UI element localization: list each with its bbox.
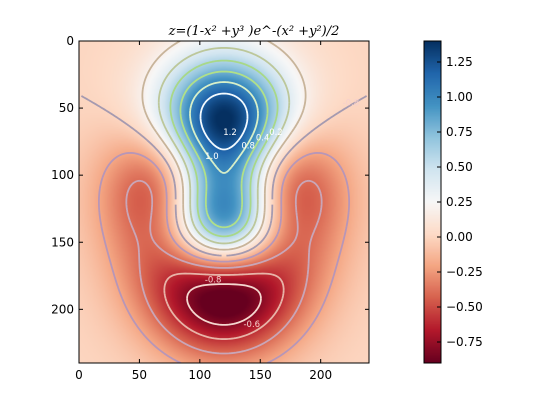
y-tick-label: 150 (51, 235, 74, 249)
contour-lines (80, 41, 368, 363)
colorbar-ticks: 1.25 1.00 0.75 0.50 0.25 0.00 −0.25 −0.50 −0.75 (437, 55, 483, 349)
chart-title: z=(1-x² +y³ )e^-(x² +y²)/2 (168, 24, 340, 39)
heatmap-layer (79, 41, 369, 363)
y-tick-label: 50 (59, 101, 74, 115)
contour-labels: 1.2 1.0 0.80.40.2 -0.8 -0.6 -0.8 (205, 98, 359, 329)
contour-label: 0.4 (256, 133, 270, 143)
colorbar-tick-label: −0.25 (446, 265, 483, 279)
y-tick-label: 100 (51, 168, 74, 182)
contour-line (163, 272, 285, 340)
colorbar-tick-label: 0.50 (446, 160, 473, 174)
y-tick-label: 200 (51, 302, 74, 316)
contour-line (179, 70, 269, 229)
contour-label: 1.0 (205, 152, 219, 162)
contour-line (186, 283, 262, 326)
contour-label: -0.8 (343, 98, 360, 108)
x-tick-label: 100 (188, 368, 211, 382)
colorbar-tick-label: 0.25 (446, 195, 473, 209)
contour-label: 1.2 (223, 128, 237, 138)
heatmap-image (79, 41, 369, 363)
x-axis-ticks: 0 50 100 150 200 (75, 41, 332, 382)
contour-line (125, 179, 323, 355)
colorbar-tick-label: 1.00 (446, 90, 473, 104)
x-tick-label: 150 (249, 368, 272, 382)
plot-frame (78, 40, 370, 364)
contour-line (169, 59, 279, 238)
colorbar-tick-label: −0.50 (446, 300, 483, 314)
colorbar-tick-label: 0.00 (446, 230, 473, 244)
colorbar-image (424, 41, 441, 363)
colorbar: 1.25 1.00 0.75 0.50 0.25 0.00 −0.25 −0.50 −0.75 (423, 40, 483, 364)
colorbar-tick-label: 1.25 (446, 55, 473, 69)
x-tick-label: 50 (132, 368, 147, 382)
x-tick-label: 200 (309, 368, 332, 382)
contour-line (157, 46, 291, 245)
contour-label: -0.6 (243, 320, 260, 330)
y-tick-label: 0 (66, 34, 74, 48)
contour-label: 0.2 (269, 128, 283, 138)
contour-line (189, 81, 259, 175)
contour-label: 0.8 (241, 141, 255, 151)
contour-line (80, 95, 368, 257)
contour-line (141, 41, 307, 251)
colorbar-tick-label: −0.75 (446, 335, 483, 349)
contour-label: -0.8 (205, 276, 222, 286)
contour-line (97, 151, 351, 363)
contour-line (199, 92, 249, 151)
y-axis-ticks: 0 50 100 150 200 (51, 34, 369, 316)
x-tick-label: 0 (75, 368, 83, 382)
colorbar-tick-label: 0.75 (446, 125, 473, 139)
